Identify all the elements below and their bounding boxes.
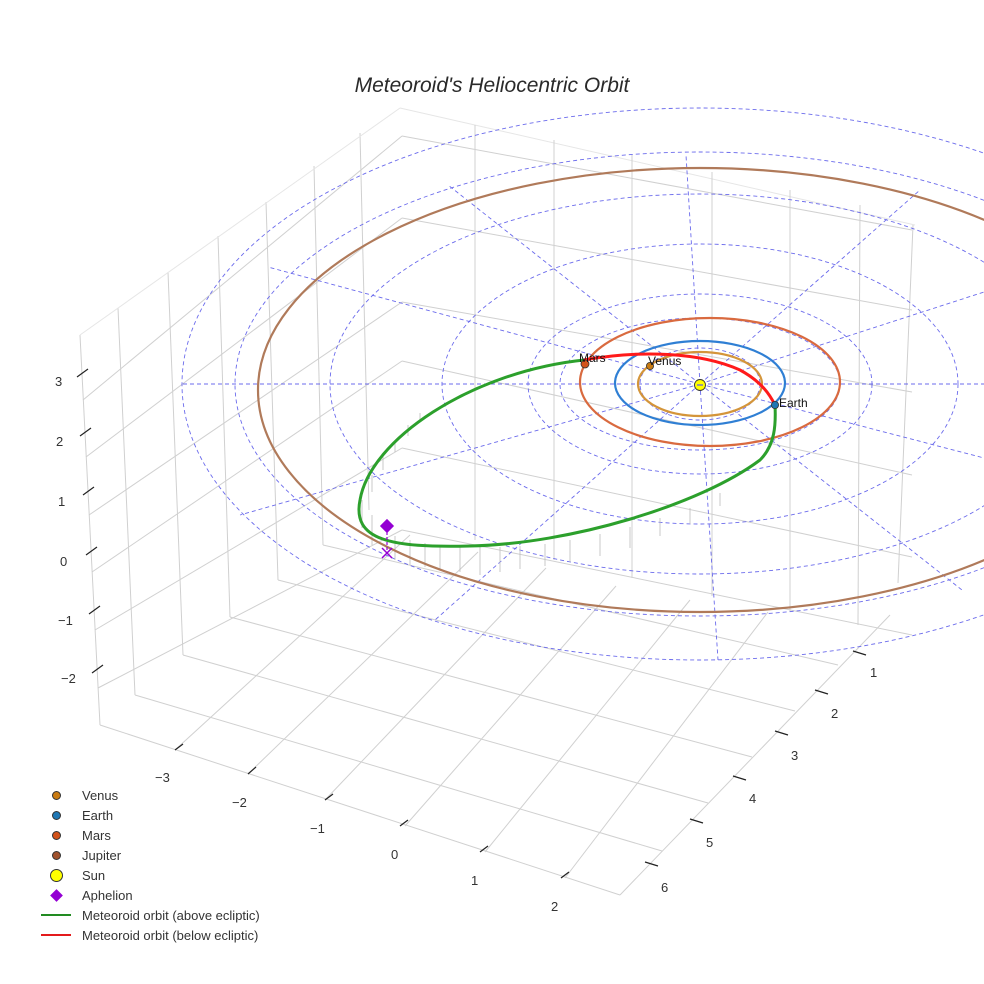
y-axis-tick-labels: 1 2 3 4 5 6 <box>661 665 877 895</box>
venus-dot-icon <box>51 790 61 800</box>
svg-text:−2: −2 <box>232 795 247 810</box>
svg-text:4: 4 <box>749 791 756 806</box>
svg-text:3: 3 <box>791 748 798 763</box>
chart-title: Meteoroid's Heliocentric Orbit <box>354 74 630 97</box>
meteoroid-drop-lines <box>361 413 721 575</box>
svg-text:2: 2 <box>56 434 63 449</box>
ecliptic-reference-grid <box>181 107 984 661</box>
svg-text:0: 0 <box>391 847 398 862</box>
x-axis-tick-labels: −3 −2 −1 0 1 2 <box>155 770 558 914</box>
aphelion-projection-x-icon <box>381 547 393 559</box>
earth-orbit <box>613 339 787 427</box>
legend-item-orbit-above[interactable]: Meteoroid orbit (above ecliptic) <box>38 905 260 925</box>
planet-orbits <box>257 166 984 614</box>
sun-dot-icon <box>49 868 63 882</box>
jupiter-dot-icon <box>51 850 61 860</box>
svg-text:−1: −1 <box>310 821 325 836</box>
sun-marker[interactable] <box>694 379 706 391</box>
svg-text:3: 3 <box>55 374 62 389</box>
axes-grid <box>79 107 916 896</box>
meteoroid-orbit-below-ecliptic <box>583 352 777 406</box>
red-line-icon <box>41 934 71 936</box>
svg-text:0: 0 <box>60 554 67 569</box>
aphelion-marker[interactable] <box>379 518 395 534</box>
svg-text:1: 1 <box>58 494 65 509</box>
legend-item-venus[interactable]: Venus <box>38 785 260 805</box>
venus-marker[interactable] <box>646 361 655 370</box>
legend: Venus Earth Mars Jupiter Sun Aphelion Me… <box>38 785 260 945</box>
svg-text:2: 2 <box>551 899 558 914</box>
mars-dot-icon <box>51 830 61 840</box>
mars-marker[interactable] <box>580 359 590 369</box>
svg-text:6: 6 <box>661 880 668 895</box>
venus-orbit <box>636 350 764 418</box>
svg-text:1: 1 <box>471 873 478 888</box>
z-axis-tick-labels: 3 2 1 0 −1 −2 <box>55 374 76 686</box>
svg-text:5: 5 <box>706 835 713 850</box>
legend-item-jupiter[interactable]: Jupiter <box>38 845 260 865</box>
legend-item-aphelion[interactable]: Aphelion <box>38 885 260 905</box>
mars-label: Mars <box>579 351 606 365</box>
mars-orbit <box>578 316 842 448</box>
svg-text:2: 2 <box>831 706 838 721</box>
svg-text:1: 1 <box>870 665 877 680</box>
svg-text:−3: −3 <box>155 770 170 785</box>
legend-item-orbit-below[interactable]: Meteoroid orbit (below ecliptic) <box>38 925 260 945</box>
earth-marker[interactable] <box>771 400 780 409</box>
legend-item-sun[interactable]: Sun <box>38 865 260 885</box>
legend-item-earth[interactable]: Earth <box>38 805 260 825</box>
svg-text:−2: −2 <box>61 671 76 686</box>
aphelion-diamond-icon <box>49 888 63 902</box>
svg-text:−1: −1 <box>58 613 73 628</box>
earth-label: Earth <box>779 396 808 410</box>
jupiter-orbit <box>257 166 984 614</box>
earth-dot-icon <box>51 810 61 820</box>
green-line-icon <box>41 914 71 916</box>
legend-item-mars[interactable]: Mars <box>38 825 260 845</box>
venus-label: Venus <box>648 354 681 368</box>
axis-ticks <box>76 368 867 879</box>
meteoroid-orbit-above-ecliptic <box>357 358 777 548</box>
